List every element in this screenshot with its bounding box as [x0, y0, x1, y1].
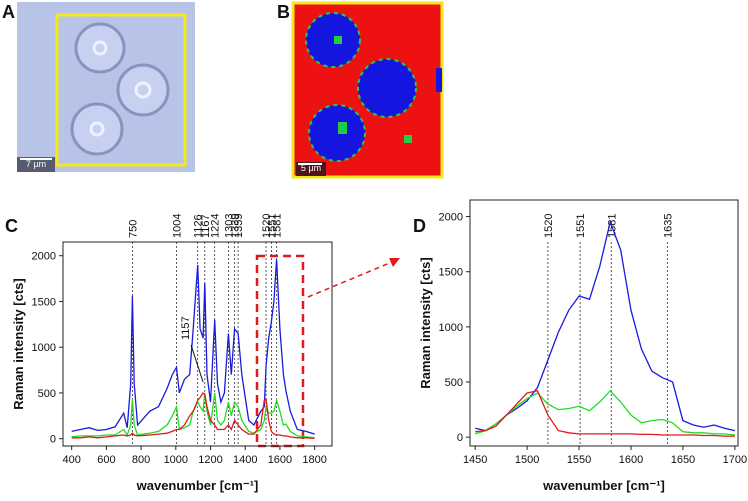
peak-label: 1339 [230, 214, 242, 238]
y-tick-label: 500 [445, 377, 463, 389]
x-tick-label: 400 [62, 454, 80, 466]
zoom-box [255, 254, 305, 448]
peak-label: 1303 [223, 214, 235, 238]
y-tick-label: 1000 [439, 322, 463, 334]
y-tick-label: 1500 [32, 296, 56, 308]
x-tick-label: 1600 [268, 454, 292, 466]
peak-label: 1126 [193, 214, 205, 238]
x-tick-label: 1200 [198, 454, 222, 466]
x-axis-title: wavenumber [cm⁻¹] [542, 478, 665, 493]
y-tick-label: 1500 [439, 267, 463, 279]
peak-label: 1635 [662, 214, 674, 238]
x-tick-label: 1450 [463, 454, 487, 466]
y-tick-label: 0 [457, 432, 463, 444]
peak-label: 1004 [172, 214, 184, 238]
scale-bar-label: 7 µm [26, 159, 46, 169]
raman-map [291, 1, 444, 179]
annotation-arrow [190, 344, 204, 383]
peak-label: 1520 [543, 214, 555, 238]
x-tick-label: 1550 [567, 454, 591, 466]
peak-label: 1520 [261, 214, 273, 238]
x-tick-label: 1000 [164, 454, 188, 466]
peak-label: 1224 [210, 214, 222, 238]
spectrum-line [71, 391, 315, 439]
panel-label: C [5, 216, 18, 236]
spectrum-line [71, 259, 315, 435]
annotation-label: 1157 [180, 316, 192, 340]
x-tick-label: 1800 [302, 454, 326, 466]
scale-bar-label: 5 µm [301, 163, 321, 173]
x-tick-label: 600 [97, 454, 115, 466]
spectrum-line [475, 219, 736, 432]
y-tick-label: 1000 [32, 342, 56, 354]
peak-label: 1359 [233, 214, 245, 238]
spectrum-line [71, 392, 315, 439]
x-axis-title: wavenumber [cm⁻¹] [136, 478, 259, 493]
peak-label: 1551 [266, 214, 278, 238]
panel-label: B [277, 2, 290, 22]
spectrum-line [475, 389, 735, 436]
x-tick-label: 1650 [671, 454, 695, 466]
panel-label: D [413, 216, 426, 236]
y-tick-label: 2000 [32, 251, 56, 263]
panel-label: A [2, 2, 15, 22]
y-tick-label: 500 [38, 388, 56, 400]
x-tick-label: 1700 [723, 454, 747, 466]
x-tick-label: 1600 [619, 454, 643, 466]
zoom-arrow [307, 261, 393, 298]
arrow-head [389, 258, 400, 267]
peak-label: 750 [127, 220, 139, 238]
micrograph [17, 2, 195, 172]
peak-label: 1551 [575, 214, 587, 238]
peak-label: 1167 [200, 214, 212, 238]
y-axis-title: Raman intensity [cts] [418, 257, 433, 388]
y-tick-label: 0 [50, 434, 56, 446]
y-tick-label: 2000 [439, 212, 463, 224]
spectrum-line [475, 390, 735, 437]
x-tick-label: 800 [132, 454, 150, 466]
peak-label: 1581 [272, 214, 284, 238]
x-tick-label: 1500 [515, 454, 539, 466]
x-tick-label: 1400 [233, 454, 257, 466]
y-axis-title: Raman intensity [cts] [11, 278, 26, 409]
plot-frame [469, 199, 739, 447]
